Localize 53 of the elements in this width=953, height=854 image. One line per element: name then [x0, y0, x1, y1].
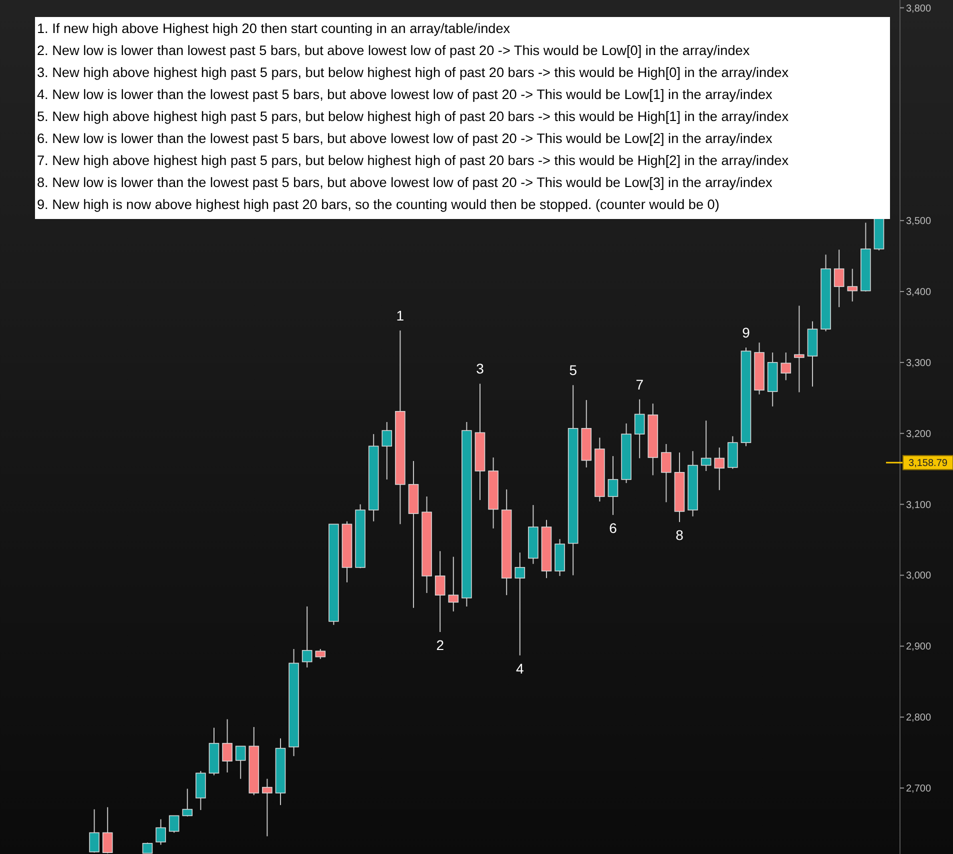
annotation: 3: [476, 360, 484, 377]
annotation: 2. New low is lower than lowest past 5 bars, but above lowest low of past 20 -> This would be Low[0] in the array/index: [37, 43, 750, 58]
y-tick-label: 3,400: [906, 287, 932, 298]
annotation: 5. New high above highest high past 5 pars, but below highest high of past 20 bars -> this would be High[1] in the array/index: [37, 109, 789, 124]
annotation: 8: [676, 527, 684, 544]
ref-line-label: 3,158.79: [908, 458, 948, 470]
annotation: 6: [609, 520, 618, 536]
y-tick-label: 3,300: [906, 358, 932, 369]
annotation: 4: [516, 660, 524, 676]
annotation: 7: [636, 376, 644, 392]
candlestick: [847, 268, 858, 302]
y-tick-label: 2,700: [906, 784, 932, 795]
candlestick: [780, 352, 792, 381]
y-tick-label: 3,800: [906, 3, 932, 14]
candlestick: [168, 815, 180, 834]
candlestick: [714, 447, 725, 491]
annotation: 9: [742, 324, 750, 341]
y-tick-label: 3,500: [906, 216, 932, 228]
candlestick: [315, 648, 326, 660]
candlestick: [235, 746, 246, 780]
candlestick: [262, 778, 272, 837]
annotation: 1. If new high above Highest high 20 then start counting in an array/table/index: [37, 21, 510, 36]
y-tick-label: 3,200: [906, 428, 932, 440]
candlestick: [634, 398, 645, 459]
annotation: 3. New high above highest high past 5 pars, but below highest high of past 20 bars -> this would be High[0] in the array/index: [37, 65, 789, 80]
candlestick: [608, 456, 618, 516]
candlestick: [222, 718, 232, 773]
candlestick: [142, 842, 153, 854]
annotation: 1: [396, 308, 404, 324]
candlestick: [102, 806, 113, 854]
candlestick: [302, 606, 312, 668]
y-tick-label: 2,800: [906, 712, 932, 724]
y-tick-label: 2,900: [906, 642, 932, 653]
annotation: 5: [569, 362, 578, 378]
candlestick: [382, 422, 392, 480]
annotation: 6. New low is lower than the lowest past 5 bars, but above lowest low of past 20 -> This would be Low[2] in the array/index: [37, 131, 773, 146]
candlestick: [794, 305, 804, 393]
annotation: 2: [436, 636, 444, 653]
candlestick: [448, 556, 459, 612]
y-tick-label: 3,100: [906, 500, 932, 511]
candlestick: [661, 444, 672, 503]
candlestick: [156, 818, 166, 846]
candlestick: [700, 420, 712, 472]
candlestick: [434, 550, 446, 632]
candlestick: [834, 249, 844, 308]
candlestick: [514, 552, 526, 656]
candlestick: [89, 808, 100, 854]
y-tick-label: 3,000: [906, 570, 932, 582]
annotation: 8. New low is lower than the lowest past 5 bars, but above lowest low of past 20 -> This would be Low[3] in the array/index: [37, 175, 773, 190]
annotation: 7. New high above highest high past 5 pars, but below highest high of past 20 bars -> this would be High[2] in the array/index: [37, 153, 789, 168]
annotation: 4. New low is lower than the lowest past 5 bars, but above lowest low of past 20 -> This would be Low[1] in the array/index: [37, 87, 773, 102]
candlestick: [182, 788, 193, 817]
annotation: 9. New high is now above highest high past 20 bars, so the counting would then be stopped. (counter would be 0): [37, 197, 720, 212]
